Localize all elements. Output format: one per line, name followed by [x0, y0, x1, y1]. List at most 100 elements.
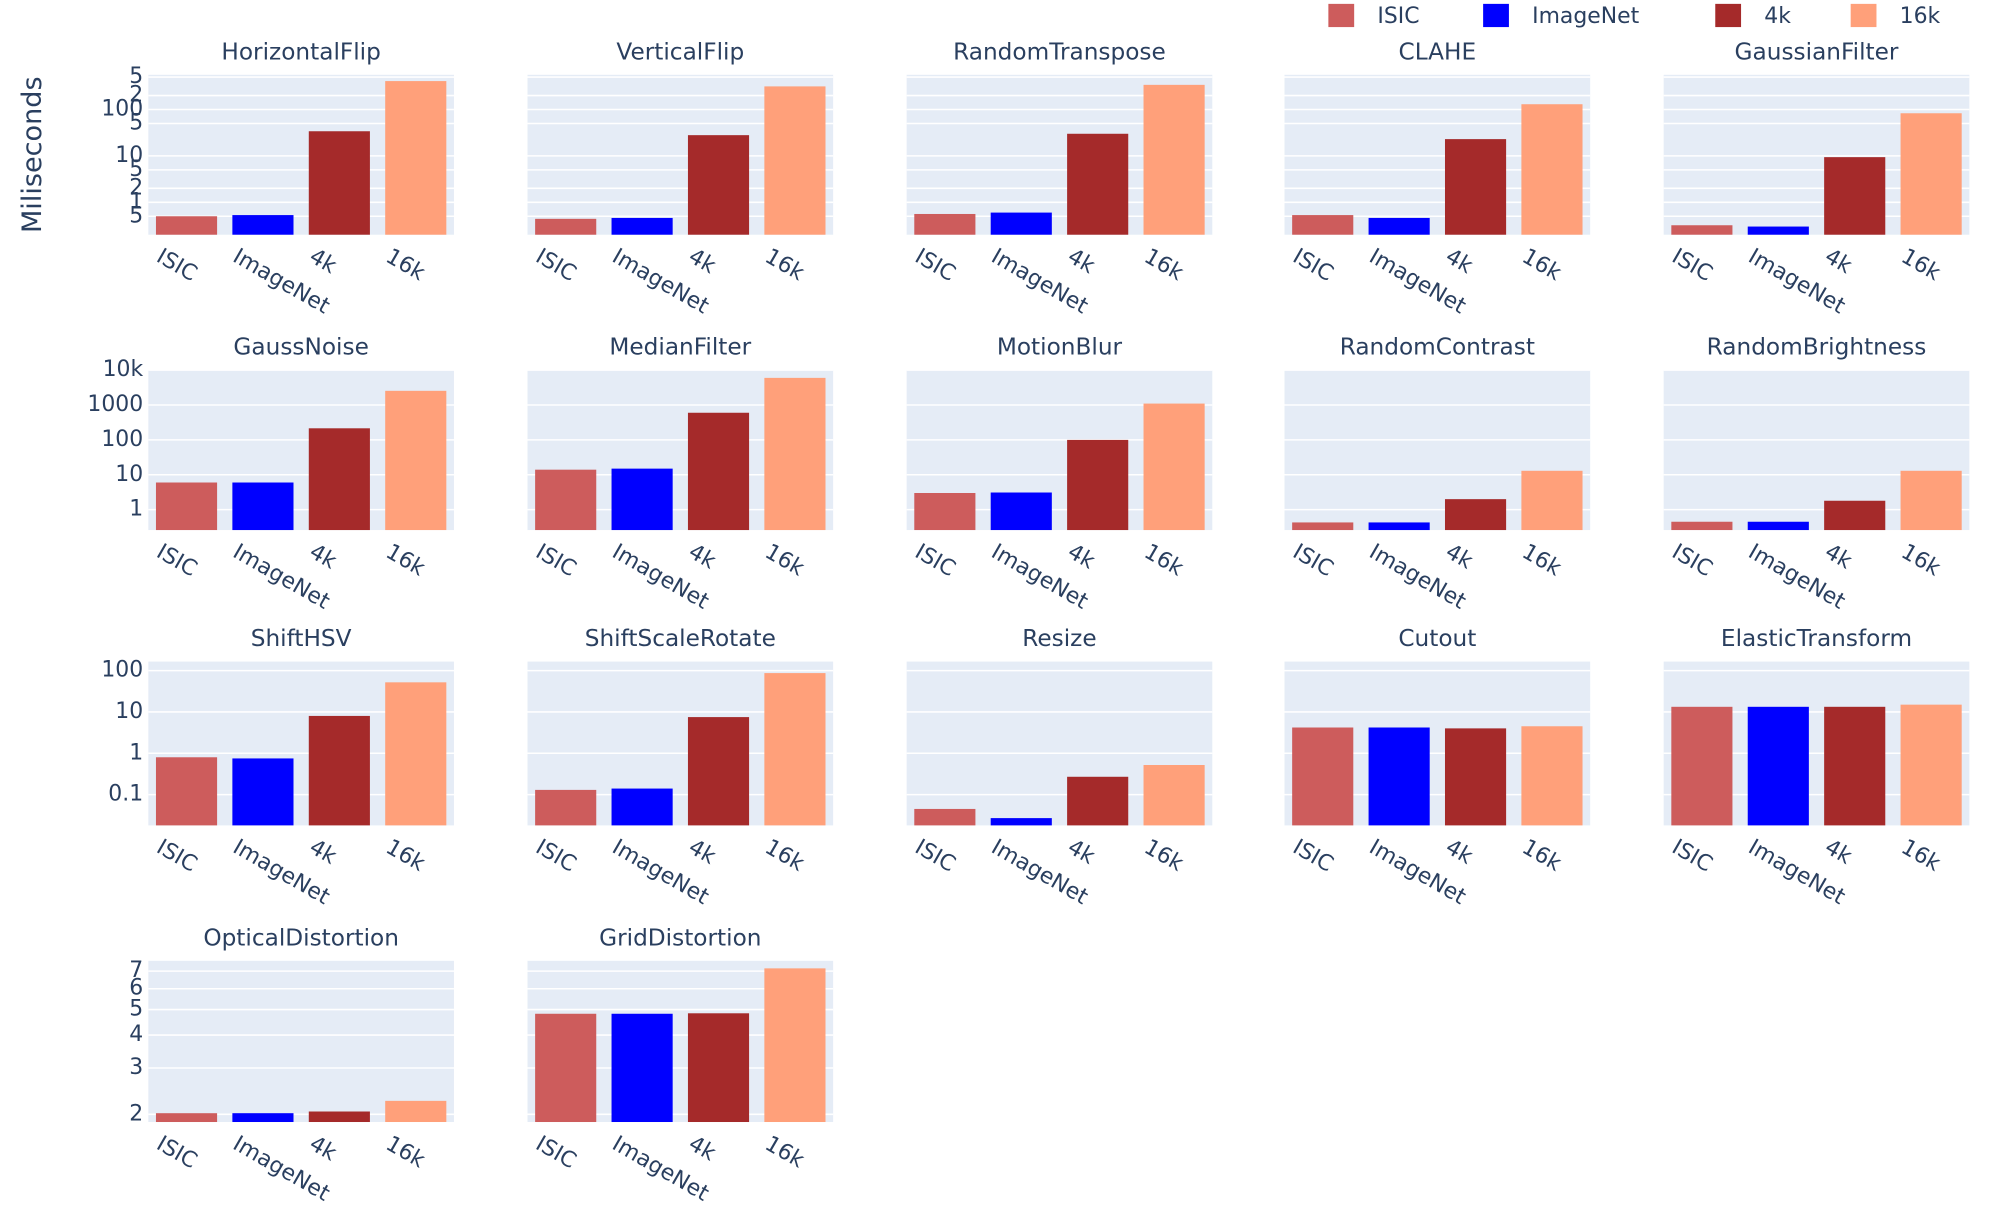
x-tick-label: ISIC — [910, 244, 959, 287]
subplot-title: VerticalFlip — [616, 38, 744, 65]
x-tick-label: 16k — [761, 835, 809, 877]
bar — [155, 757, 218, 826]
x-tick-label: 16k — [1518, 244, 1566, 286]
bar — [385, 81, 447, 235]
bar — [232, 482, 294, 531]
bar — [687, 1013, 750, 1123]
bar — [687, 717, 750, 826]
subplot-title: GaussNoise — [233, 334, 368, 361]
subplot-title: HorizontalFlip — [221, 38, 380, 65]
bar — [764, 377, 826, 531]
x-tick-label: ISIC — [1288, 539, 1337, 582]
plot-background — [148, 960, 454, 1123]
bar — [1067, 776, 1129, 826]
x-tick-label: ISIC — [152, 1131, 201, 1174]
bar — [1444, 139, 1507, 235]
y-tick-label: 1 — [129, 740, 143, 765]
bar — [1900, 704, 1962, 826]
x-tick-label: 16k — [381, 1131, 429, 1173]
bar — [1292, 215, 1354, 235]
bar — [990, 212, 1052, 235]
x-tick-label: 16k — [1140, 539, 1188, 581]
x-tick-label: ISIC — [910, 835, 959, 878]
y-tick-label: 2 — [129, 83, 143, 108]
x-tick-label: 4k — [1441, 835, 1477, 870]
legend-label: 16k — [1900, 4, 1941, 29]
bar — [1900, 113, 1962, 235]
subplot-title: GaussianFilter — [1735, 38, 1899, 65]
bar — [308, 131, 370, 235]
x-tick-label: 4k — [1820, 539, 1856, 574]
bar — [611, 468, 673, 531]
subplot-title: ElasticTransform — [1721, 625, 1912, 652]
subplot-title: RandomTranspose — [953, 38, 1166, 65]
subplot-title: MotionBlur — [997, 334, 1123, 361]
y-tick-label: 10 — [115, 143, 143, 168]
bar — [1067, 133, 1129, 235]
x-tick-label: 4k — [1820, 244, 1856, 279]
bar — [687, 412, 750, 531]
bar — [611, 788, 673, 826]
y-tick-label: 2 — [129, 175, 143, 200]
bar — [155, 1113, 218, 1123]
x-tick-label: 4k — [305, 1131, 341, 1166]
y-tick-label: 100 — [101, 97, 143, 122]
x-tick-label: 4k — [1441, 244, 1477, 279]
y-tick-label: 6 — [129, 976, 143, 1001]
x-tick-label: ISIC — [531, 1131, 580, 1174]
x-tick-label: 16k — [1897, 244, 1945, 286]
bar — [232, 1113, 294, 1123]
bar — [1368, 727, 1430, 826]
bar — [535, 218, 597, 235]
y-tick-label: 3 — [129, 1055, 143, 1080]
x-tick-label: 4k — [305, 539, 341, 574]
x-tick-label: ISIC — [1288, 244, 1337, 287]
bar — [914, 213, 976, 235]
x-tick-label: 16k — [1140, 244, 1188, 286]
x-tick-label: ISIC — [910, 539, 959, 582]
subplot-title: Resize — [1022, 625, 1096, 652]
subplot-title: OpticalDistortion — [203, 924, 399, 951]
x-tick-label: 16k — [761, 244, 809, 286]
x-tick-label: ISIC — [152, 835, 201, 878]
x-tick-label: 16k — [761, 1131, 809, 1173]
bar — [611, 217, 673, 235]
bar — [1747, 706, 1809, 826]
x-tick-label: 4k — [684, 539, 720, 574]
bar — [385, 682, 447, 826]
bar — [155, 216, 218, 235]
bar — [1900, 470, 1962, 531]
bar — [1521, 726, 1583, 826]
x-tick-label: 4k — [684, 244, 720, 279]
bar — [611, 1013, 673, 1123]
x-tick-label: ISIC — [152, 539, 201, 582]
legend-swatch — [1328, 3, 1355, 28]
bar — [1292, 727, 1354, 826]
x-tick-label: 16k — [381, 835, 429, 877]
bar — [1067, 439, 1129, 531]
x-tick-label: ISIC — [531, 244, 580, 287]
subplot-title: Cutout — [1398, 625, 1476, 652]
x-tick-label: ISIC — [531, 539, 580, 582]
bar — [1671, 225, 1733, 235]
x-tick-label: ISIC — [1668, 539, 1717, 582]
x-tick-label: ISIC — [531, 835, 580, 878]
y-tick-label: 2 — [129, 1101, 143, 1126]
x-tick-label: 16k — [1897, 539, 1945, 581]
y-tick-label: 100 — [101, 427, 143, 452]
y-tick-label: 5 — [129, 203, 143, 228]
x-tick-label: 4k — [1063, 244, 1099, 279]
x-tick-label: 4k — [1820, 835, 1856, 870]
bar — [1368, 217, 1430, 235]
subplot-title: ShiftHSV — [251, 625, 352, 652]
bar — [687, 135, 750, 235]
y-tick-label: 7 — [129, 958, 143, 983]
y-tick-label: 5 — [129, 64, 143, 89]
bar — [385, 1100, 447, 1123]
y-tick-label: 5 — [129, 997, 143, 1022]
y-tick-label: 0.1 — [108, 782, 143, 807]
bar — [1292, 522, 1354, 531]
x-tick-label: 16k — [761, 539, 809, 581]
bar — [914, 493, 976, 531]
